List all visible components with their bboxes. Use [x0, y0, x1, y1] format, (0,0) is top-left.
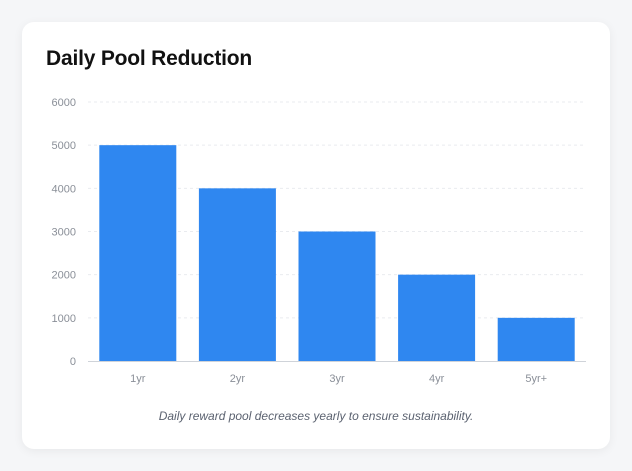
y-tick-label: 6000 [52, 97, 76, 109]
bar-2yr [198, 188, 276, 361]
y-tick-label: 2000 [52, 270, 76, 282]
bar-3yr [298, 231, 376, 361]
bar-5yr+ [497, 317, 575, 361]
chart-caption: Daily reward pool decreases yearly to en… [158, 409, 474, 423]
y-tick-label: 0 [70, 356, 76, 368]
x-tick-label: 3yr [329, 373, 345, 385]
y-tick-label: 4000 [52, 183, 76, 195]
chart-card: Daily Pool Reduction 0 1000 2000 3000 4000 50… [22, 22, 610, 449]
bar-1yr [99, 145, 177, 361]
y-tick-label: 5000 [52, 140, 76, 152]
x-tick-label: 1yr [130, 373, 146, 385]
x-tick-label: 4yr [429, 373, 445, 385]
x-tick-label: 2yr [230, 373, 246, 385]
x-axis-tick-labels: 1yr 2yr 3yr 4yr 5yr+ [130, 373, 547, 385]
y-tick-label: 3000 [52, 227, 76, 239]
x-tick-label: 5yr+ [525, 373, 547, 385]
bars [99, 145, 575, 361]
y-tick-label: 1000 [52, 313, 76, 325]
y-axis-tick-labels: 0 1000 2000 3000 4000 5000 6000 [52, 97, 76, 368]
bar-chart: 0 1000 2000 3000 4000 5000 6000 1yr 2yr 3yr 4yr 5y… [52, 97, 586, 385]
bar-4yr [398, 274, 476, 361]
chart-title: Daily Pool Reduction [46, 47, 253, 70]
